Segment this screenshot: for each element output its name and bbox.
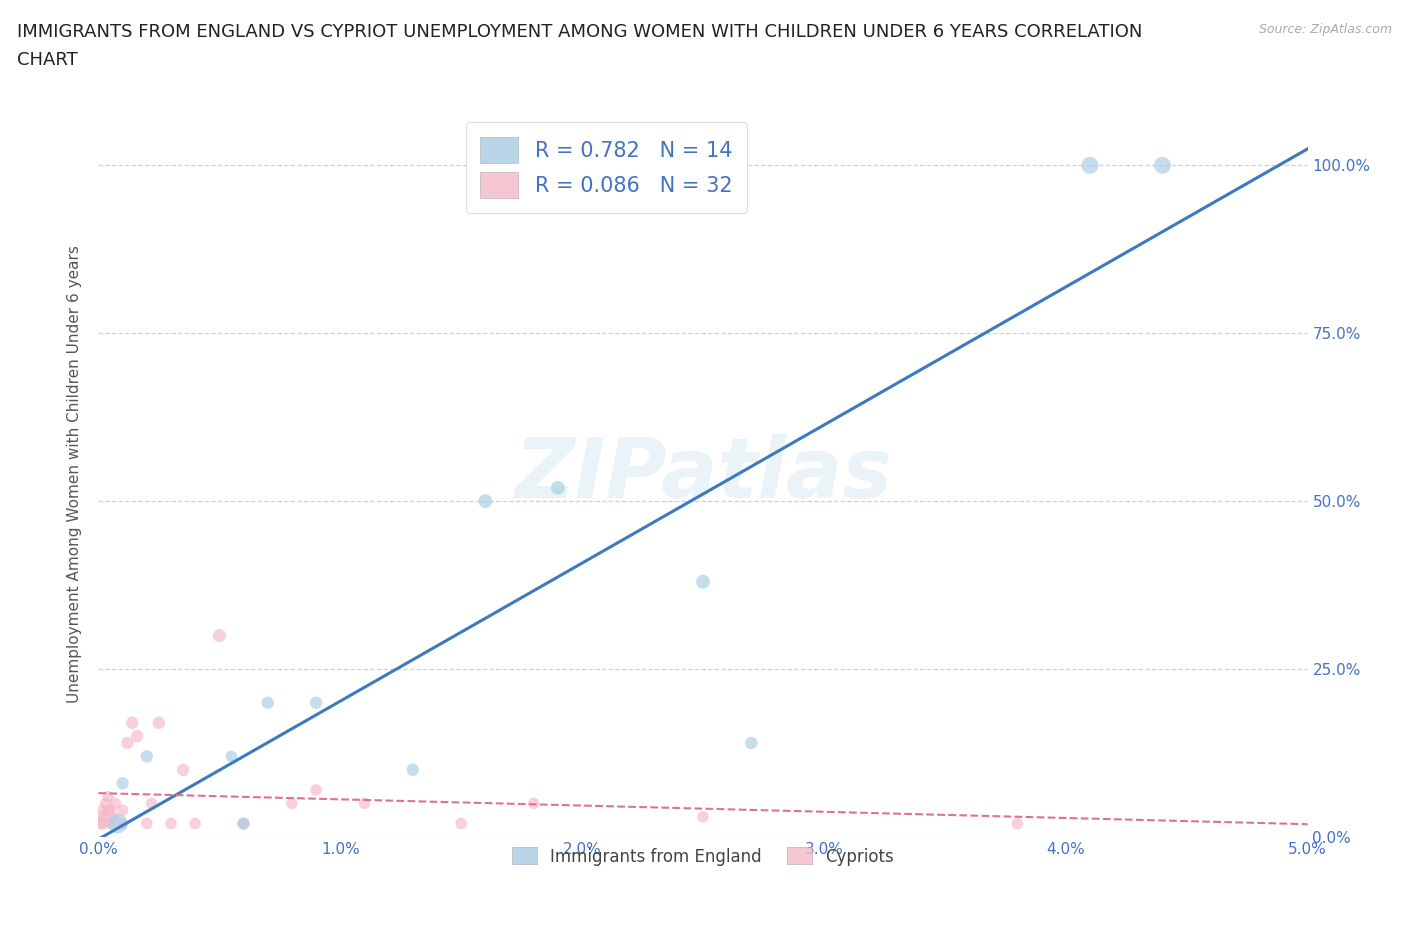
- Point: [101, 809, 124, 824]
- Text: CHART: CHART: [17, 51, 77, 69]
- Point: [94, 809, 117, 824]
- Point: [256, 696, 278, 711]
- Point: [94, 796, 117, 811]
- Point: [1152, 158, 1174, 173]
- Point: [172, 763, 194, 777]
- Point: [111, 817, 134, 831]
- Point: [135, 749, 157, 764]
- Point: [232, 817, 254, 831]
- Point: [692, 809, 714, 824]
- Point: [90, 809, 112, 824]
- Point: [148, 715, 170, 730]
- Point: [135, 817, 157, 831]
- Legend: Immigrants from England, Cypriots: Immigrants from England, Cypriots: [505, 841, 901, 872]
- Point: [221, 749, 243, 764]
- Y-axis label: Unemployment Among Women with Children Under 6 years: Unemployment Among Women with Children U…: [67, 246, 83, 703]
- Point: [208, 628, 231, 643]
- Point: [97, 790, 120, 804]
- Point: [121, 715, 143, 730]
- Point: [100, 803, 122, 817]
- Text: Source: ZipAtlas.com: Source: ZipAtlas.com: [1258, 23, 1392, 36]
- Point: [160, 817, 183, 831]
- Point: [107, 817, 129, 831]
- Point: [90, 817, 112, 831]
- Point: [100, 817, 122, 831]
- Point: [117, 736, 139, 751]
- Point: [281, 796, 304, 811]
- Point: [740, 736, 762, 751]
- Point: [305, 782, 328, 797]
- Text: ZIPatlas: ZIPatlas: [515, 433, 891, 515]
- Point: [141, 796, 163, 811]
- Point: [474, 494, 496, 509]
- Point: [232, 817, 254, 831]
- Point: [402, 763, 425, 777]
- Point: [1078, 158, 1101, 173]
- Point: [450, 817, 472, 831]
- Point: [91, 817, 114, 831]
- Point: [523, 796, 546, 811]
- Point: [305, 696, 328, 711]
- Point: [353, 796, 375, 811]
- Point: [111, 803, 134, 817]
- Point: [104, 796, 127, 811]
- Point: [91, 803, 114, 817]
- Point: [547, 480, 569, 495]
- Point: [111, 776, 134, 790]
- Point: [127, 729, 149, 744]
- Point: [692, 575, 714, 590]
- Point: [97, 803, 120, 817]
- Text: IMMIGRANTS FROM ENGLAND VS CYPRIOT UNEMPLOYMENT AMONG WOMEN WITH CHILDREN UNDER : IMMIGRANTS FROM ENGLAND VS CYPRIOT UNEMP…: [17, 23, 1142, 41]
- Point: [184, 817, 207, 831]
- Point: [1007, 817, 1029, 831]
